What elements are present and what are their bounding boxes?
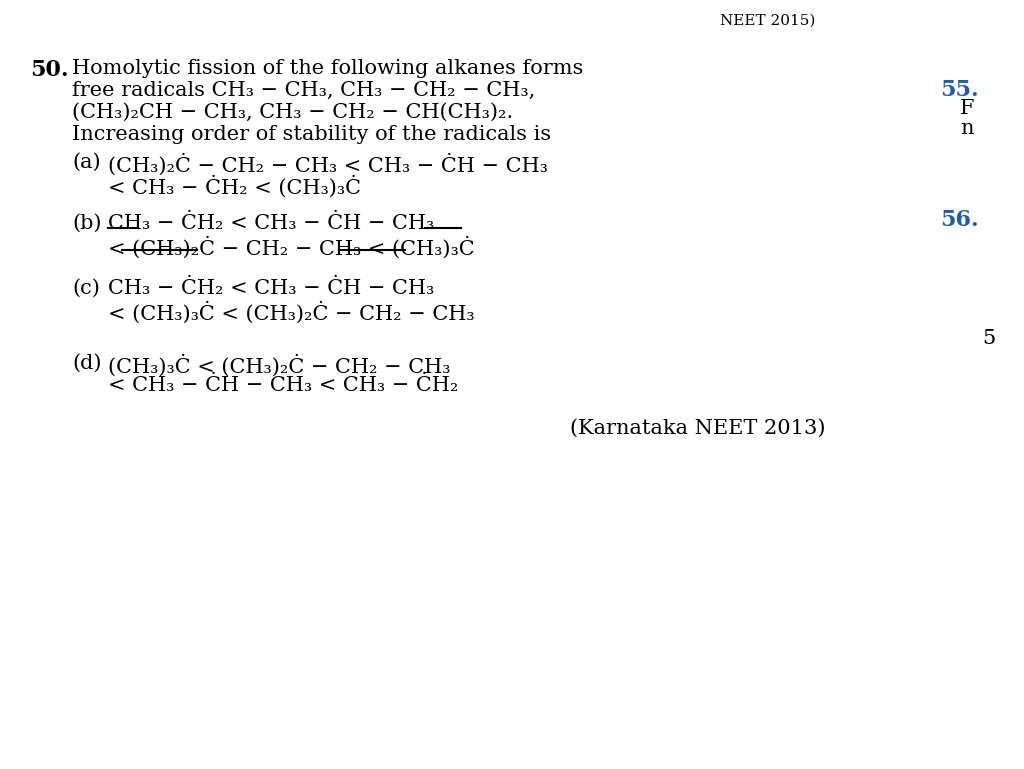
Text: (b): (b) [72,214,101,233]
Text: (Karnataka NEET 2013): (Karnataka NEET 2013) [570,419,825,438]
Text: (CH₃)₂CH − CH₃, CH₃ − CH₂ − CH(CH₃)₂.: (CH₃)₂CH − CH₃, CH₃ − CH₂ − CH(CH₃)₂. [72,103,513,122]
Text: < (CH₃)₂Ċ − CH₂ − CH₃ < (CH₃)₃Ċ: < (CH₃)₂Ċ − CH₂ − CH₃ < (CH₃)₃Ċ [108,236,475,258]
Text: 56.: 56. [940,209,979,231]
Text: < CH₃ − ĊH₂ < (CH₃)₃Ċ: < CH₃ − ĊH₂ < (CH₃)₃Ċ [108,175,361,198]
Text: Homolytic fission of the following alkanes forms: Homolytic fission of the following alkan… [72,59,584,78]
Text: CH₃ − ĊH₂ < CH₃ − ĊH − CH₃: CH₃ − ĊH₂ < CH₃ − ĊH − CH₃ [108,214,434,233]
Text: 55.: 55. [940,79,979,101]
Text: 50.: 50. [30,59,69,81]
Text: (a): (a) [72,153,100,172]
Text: Increasing order of stability of the radicals is: Increasing order of stability of the rad… [72,125,551,144]
Text: F: F [961,99,975,118]
Text: free radicals CH₃ − CH₃, CH₃ − CH₂ − CH₃,: free radicals CH₃ − CH₃, CH₃ − CH₂ − CH₃… [72,81,536,100]
Text: CH₃ − ĊH₂ < CH₃ − ĊH − CH₃: CH₃ − ĊH₂ < CH₃ − ĊH − CH₃ [108,279,434,298]
Text: < (CH₃)₃Ċ < (CH₃)₂Ċ − CH₂ − CH₃: < (CH₃)₃Ċ < (CH₃)₂Ċ − CH₂ − CH₃ [108,301,475,324]
Text: (d): (d) [72,354,101,373]
Text: NEET 2015): NEET 2015) [720,14,815,28]
Text: (c): (c) [72,279,100,298]
Text: (CH₃)₃Ċ < (CH₃)₂Ċ − CH₂ − CH₃: (CH₃)₃Ċ < (CH₃)₂Ċ − CH₂ − CH₃ [108,354,451,376]
Text: 5: 5 [982,329,995,348]
Text: < CH₃ − ĊH − CH₃ < CH₃ − ĊH₂: < CH₃ − ĊH − CH₃ < CH₃ − ĊH₂ [108,376,459,395]
Text: (CH₃)₂Ċ − CH₂ − CH₃ < CH₃ − ĊH − CH₃: (CH₃)₂Ċ − CH₂ − CH₃ < CH₃ − ĊH − CH₃ [108,153,548,175]
Text: n: n [961,119,974,138]
